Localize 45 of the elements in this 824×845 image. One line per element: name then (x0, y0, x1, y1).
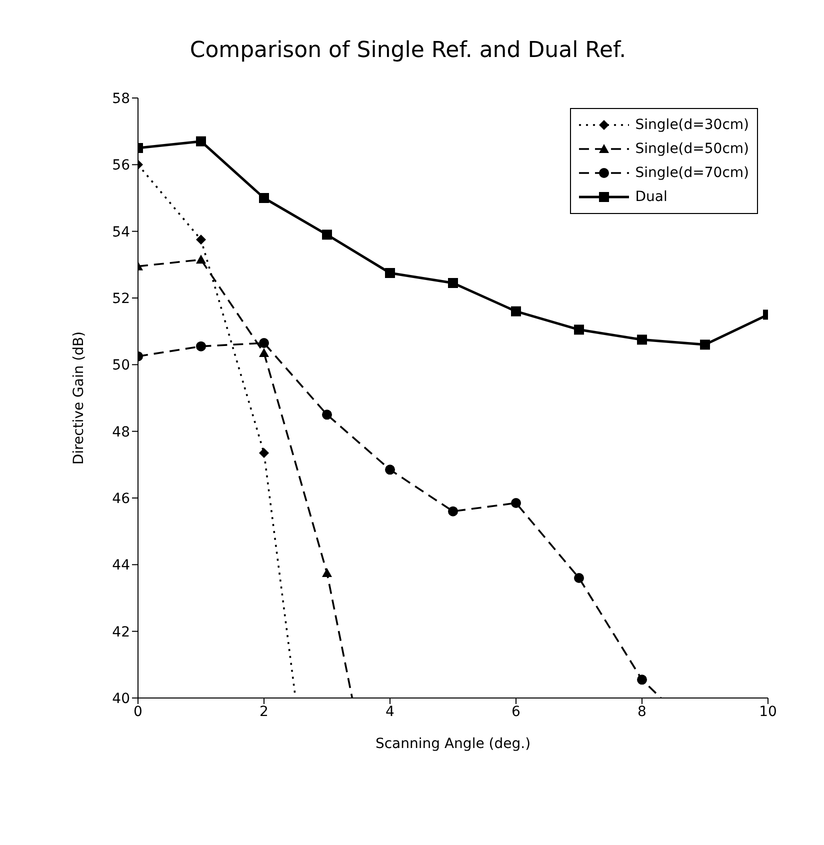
legend-label: Single(d=70cm) (635, 165, 749, 181)
point (322, 568, 332, 577)
point (700, 340, 710, 350)
y-axis-title: Directive Gain (dB) (70, 331, 87, 465)
x-axis-title: Scanning Angle (deg.) (375, 736, 531, 752)
point (259, 348, 269, 357)
x-tick-label: 10 (759, 704, 777, 720)
point (511, 498, 521, 508)
x-tick-label: 4 (386, 704, 395, 720)
x-tick-label: 6 (512, 704, 521, 720)
point (448, 278, 458, 288)
y-tick-label: 42 (112, 624, 130, 640)
legend-label: Dual (635, 189, 668, 205)
point (511, 306, 521, 316)
y-tick-label: 48 (112, 424, 130, 440)
point (448, 506, 458, 516)
y-tick-label: 56 (112, 158, 130, 174)
point (574, 324, 584, 335)
y-tick-label: 58 (112, 90, 130, 107)
y-tick-label: 52 (112, 290, 130, 307)
point (322, 230, 332, 240)
y-tick-label: 46 (112, 490, 130, 507)
point (259, 448, 269, 458)
point (196, 136, 206, 146)
x-tick-label: 2 (260, 704, 268, 720)
point (385, 268, 395, 278)
point (196, 341, 206, 352)
y-tick-label: 40 (112, 690, 130, 707)
chart-title: Comparison of Single Ref. and Dual Ref. (188, 38, 628, 63)
point (637, 334, 647, 345)
y-tick-label: 44 (112, 558, 130, 574)
y-tick-label: 50 (112, 358, 130, 374)
point (196, 254, 206, 264)
point (385, 464, 395, 475)
point (637, 674, 647, 685)
point (196, 234, 206, 245)
point (259, 193, 269, 203)
point (574, 573, 584, 583)
y-tick-label: 54 (112, 224, 130, 240)
point (259, 338, 269, 348)
x-tick-label: 8 (638, 704, 646, 720)
legend-label: Single(d=30cm) (635, 117, 749, 133)
x-tick-label: 0 (134, 704, 142, 720)
legend-label: Single(d=50cm) (635, 141, 749, 157)
point (322, 410, 332, 420)
